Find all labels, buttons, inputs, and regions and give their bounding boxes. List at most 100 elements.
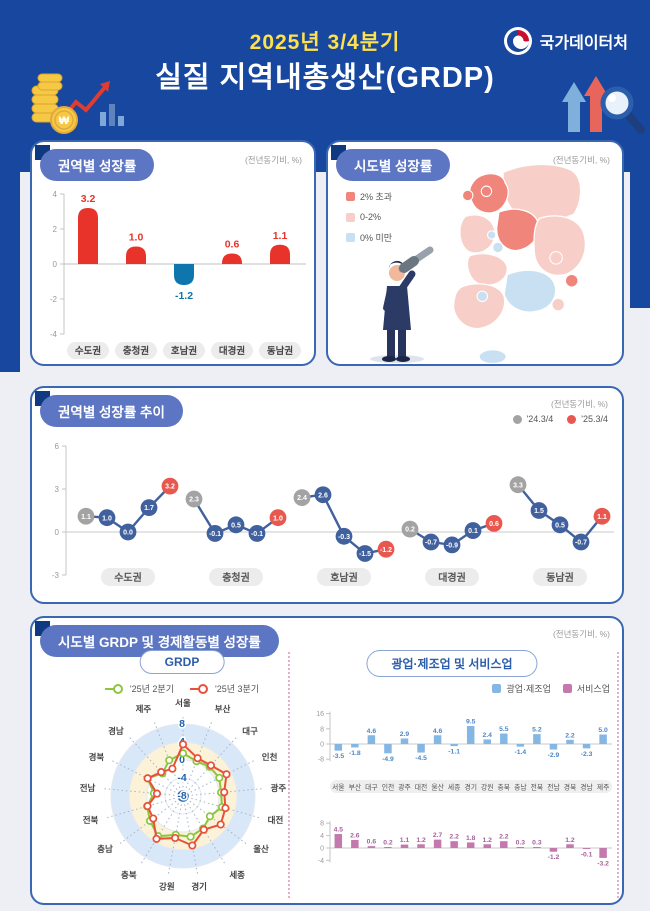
legend-item: 0-2% — [346, 212, 392, 222]
svg-text:1.1: 1.1 — [400, 837, 410, 844]
svg-text:0.2: 0.2 — [383, 840, 393, 847]
svg-text:동남권: 동남권 — [267, 345, 293, 357]
dotted-divider — [617, 652, 619, 898]
coins-chart-icon: ₩ — [30, 60, 130, 141]
agency-name: 국가데이터처 — [539, 35, 628, 52]
panel-region-growth: 권역별 성장률 (전년동기비, %) 4 2 0 -2 -4 3.2 수도권 1.0 충청권 -1… — [30, 140, 316, 366]
svg-text:-0.7: -0.7 — [575, 540, 587, 547]
svg-text:울산: 울산 — [253, 844, 269, 854]
svg-text:충북: 충북 — [498, 783, 511, 792]
svg-text:2.6: 2.6 — [318, 492, 328, 499]
legend-item: 0% 미만 — [346, 231, 392, 244]
region-bar-chart: 4 2 0 -2 -4 3.2 수도권 1.0 충청권 -1.2 호남권 0.6 대경권 1.1 동남권 — [36, 182, 314, 369]
svg-text:0: 0 — [53, 260, 58, 269]
magnifier-icon — [596, 82, 648, 145]
svg-text:₩: ₩ — [59, 115, 70, 127]
svg-text:경북: 경북 — [564, 783, 577, 792]
svg-text:대구: 대구 — [242, 726, 258, 736]
industry-bar-charts: 16 8 0 -8 -3.5 -1.8 4.6 -4.9 2.9 -4.5 4.6 -1.1 9.5 2.… — [294, 696, 616, 907]
svg-text:충북: 충북 — [121, 870, 137, 880]
svg-text:세종: 세종 — [448, 783, 461, 792]
svg-text:대전: 대전 — [415, 783, 428, 792]
svg-text:-4: -4 — [318, 858, 324, 865]
svg-text:-1.5: -1.5 — [359, 551, 371, 558]
svg-text:충청권: 충청권 — [123, 345, 149, 357]
grdp-subtitle: GRDP — [139, 650, 225, 674]
agency-logo-icon — [503, 27, 532, 55]
svg-text:호남권: 호남권 — [330, 571, 358, 584]
svg-text:0: 0 — [55, 528, 60, 537]
region-trend-chart: 6 3 0 -3 1.1 1.0 0.0 1.7 3.2 수도권 2.3 -0.1 0.5 -0.1 1.0… — [40, 432, 618, 605]
svg-text:1.0: 1.0 — [273, 515, 283, 522]
svg-text:수도권: 수도권 — [114, 572, 142, 584]
svg-text:8: 8 — [320, 726, 324, 733]
svg-text:0.5: 0.5 — [231, 522, 241, 529]
svg-text:울산: 울산 — [431, 783, 444, 792]
svg-text:0.6: 0.6 — [367, 839, 377, 846]
svg-text:3: 3 — [55, 485, 60, 494]
svg-text:대구: 대구 — [365, 784, 378, 792]
unit-note: (전년동기비, %) — [550, 399, 608, 409]
svg-text:-1.2: -1.2 — [548, 854, 560, 861]
svg-text:호남권: 호남권 — [171, 345, 197, 357]
svg-text:-3.2: -3.2 — [597, 860, 609, 867]
svg-text:2.6: 2.6 — [350, 832, 360, 839]
man-telescope-illustration — [350, 238, 442, 369]
svg-text:2.4: 2.4 — [483, 732, 493, 739]
svg-text:-4: -4 — [50, 330, 58, 339]
svg-text:6: 6 — [55, 442, 60, 451]
svg-text:8: 8 — [320, 821, 324, 828]
svg-text:-4: -4 — [177, 772, 186, 784]
svg-text:전북: 전북 — [531, 783, 544, 792]
svg-text:경남: 경남 — [108, 726, 124, 736]
svg-text:서울: 서울 — [175, 698, 191, 708]
svg-text:4.6: 4.6 — [433, 728, 443, 735]
svg-text:-4.5: -4.5 — [415, 755, 427, 762]
svg-text:0.5: 0.5 — [555, 522, 565, 529]
svg-text:4.6: 4.6 — [367, 728, 377, 735]
svg-text:인천: 인천 — [262, 752, 278, 762]
svg-text:제주: 제주 — [136, 704, 152, 714]
svg-text:1.2: 1.2 — [565, 837, 575, 844]
svg-text:0: 0 — [320, 742, 324, 749]
svg-text:-0.1: -0.1 — [581, 852, 593, 859]
svg-text:-2.9: -2.9 — [548, 752, 560, 759]
up-arrows-icon — [560, 74, 610, 139]
svg-text:부산: 부산 — [349, 783, 362, 792]
svg-text:전남: 전남 — [547, 783, 560, 792]
svg-text:0.2: 0.2 — [405, 527, 415, 534]
svg-text:0.0: 0.0 — [123, 530, 133, 537]
svg-text:3.2: 3.2 — [81, 193, 96, 205]
svg-text:-0.1: -0.1 — [251, 531, 263, 538]
korea-choropleth-map — [434, 158, 620, 371]
svg-text:-3: -3 — [52, 571, 60, 580]
svg-text:5.0: 5.0 — [598, 727, 608, 734]
panel-region-trend: 권역별 성장률 추이 (전년동기비, %) '24.3/4 '25.3/4 6 3… — [30, 386, 624, 604]
svg-text:1.2: 1.2 — [483, 837, 493, 844]
svg-text:광주: 광주 — [271, 783, 287, 793]
svg-text:-1.2: -1.2 — [175, 290, 193, 302]
unit-note: (전년동기비, %) — [244, 155, 302, 165]
svg-text:서울: 서울 — [332, 783, 345, 792]
svg-text:2.2: 2.2 — [449, 834, 459, 841]
legend-item: 광업·제조업 — [492, 682, 551, 695]
map-legend: 2% 초과 0-2% 0% 미만 — [346, 190, 392, 244]
svg-text:1.5: 1.5 — [534, 508, 544, 515]
svg-text:-0.7: -0.7 — [425, 540, 437, 547]
legend-item: '25년 3분기 — [190, 682, 259, 695]
svg-text:-2: -2 — [50, 295, 58, 304]
svg-text:4: 4 — [320, 833, 324, 840]
trend-legend: '24.3/4 '25.3/4 — [512, 414, 608, 424]
page-title: 실질 지역내총생산(GRDP) — [155, 62, 495, 94]
panel3-title: 권역별 성장률 추이 — [40, 395, 183, 427]
svg-text:2: 2 — [53, 225, 58, 234]
svg-text:인천: 인천 — [382, 783, 395, 792]
svg-text:강원: 강원 — [159, 882, 175, 892]
svg-text:동남권: 동남권 — [546, 571, 574, 584]
industry-subtitle: 광업·제조업 및 서비스업 — [366, 650, 538, 677]
legend-item: '25.3/4 — [567, 414, 608, 424]
svg-text:9.5: 9.5 — [466, 718, 476, 725]
svg-text:1.7: 1.7 — [144, 505, 154, 512]
svg-text:16: 16 — [316, 711, 324, 718]
svg-text:전남: 전남 — [80, 783, 96, 793]
